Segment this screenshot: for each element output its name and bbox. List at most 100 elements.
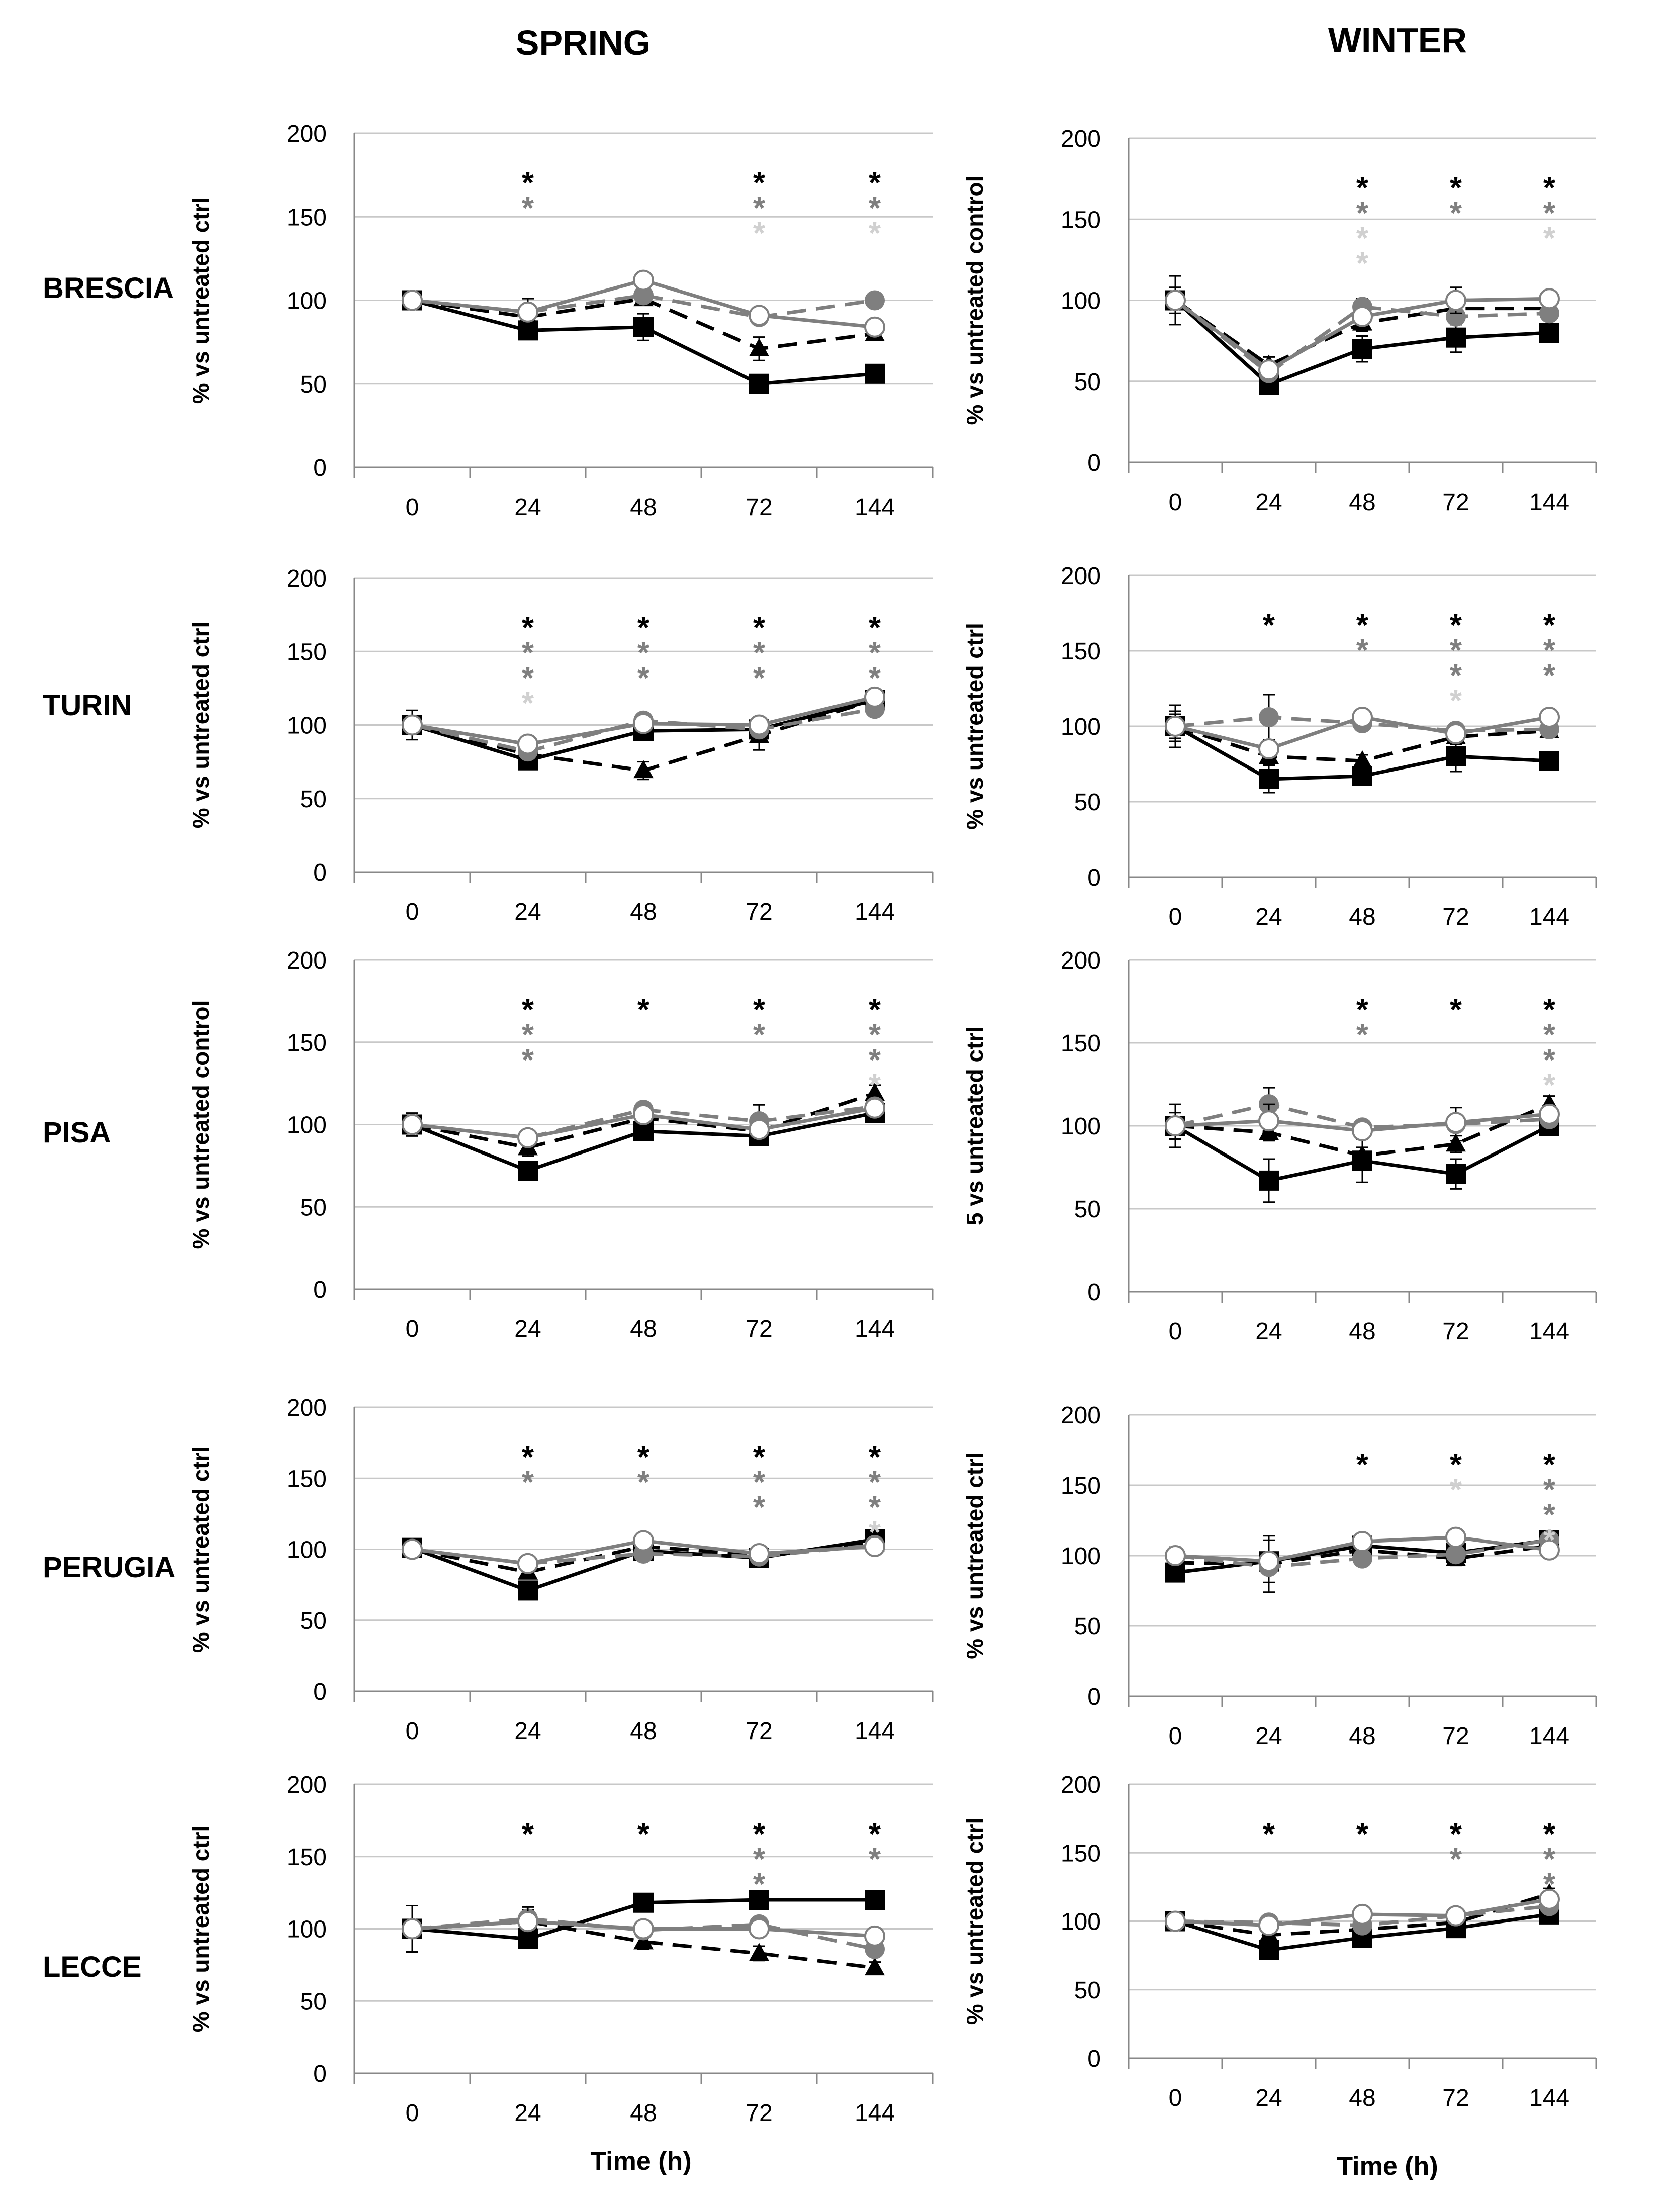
chart-lecce-winter: 0 50 100 150 200 0 24 48 72 144 % vs untreated ctr… (962, 1772, 1597, 2111)
data-point-circle-open (1258, 1914, 1279, 1936)
significance-star: * (522, 191, 534, 226)
y-tick-label: 200 (1061, 563, 1101, 590)
significance-star: * (753, 661, 766, 696)
x-tick-label: 0 (1169, 2085, 1182, 2111)
data-point-circle-open (1539, 1103, 1560, 1125)
significance-star: * (1543, 1842, 1556, 1877)
x-tick-label: 72 (746, 899, 772, 925)
y-tick-label: 0 (313, 859, 327, 886)
significance-star: * (753, 1490, 766, 1525)
y-tick-label: 0 (313, 2061, 327, 2087)
series-line (412, 293, 875, 319)
data-point-circle-open (1445, 1112, 1466, 1133)
data-point-circle-open (633, 1918, 654, 1940)
x-axis-title-spring: Time (h) (590, 2147, 692, 2176)
x-tick-label: 144 (855, 899, 895, 925)
y-tick-label: 0 (313, 1277, 327, 1303)
x-tick-label: 72 (746, 2100, 772, 2127)
significance-star: * (522, 636, 534, 670)
y-tick-label: 100 (287, 1537, 327, 1564)
y-tick-label: 200 (1061, 1402, 1101, 1429)
data-point-circle-open (633, 1104, 654, 1125)
x-tick-label: 24 (1255, 489, 1282, 516)
y-axis-label: % vs untreated ctrl (188, 622, 214, 829)
significance-star: * (1356, 993, 1369, 1027)
x-tick-label: 0 (1169, 904, 1182, 930)
significance-star: * (1356, 1817, 1369, 1852)
significance-star: * (869, 216, 881, 251)
series-circle-open (1165, 286, 1560, 381)
data-point-circle-open (1352, 1531, 1373, 1552)
significance-star: * (522, 1018, 534, 1052)
data-point-circle-filled (1539, 303, 1559, 324)
significance-star: * (753, 1465, 766, 1500)
data-point-circle-open (1165, 716, 1186, 737)
significance-star: * (522, 1043, 534, 1078)
x-tick-label: 144 (1529, 1318, 1569, 1345)
data-point-triangle (633, 760, 654, 779)
x-tick-label: 0 (406, 2100, 419, 2127)
data-point-square (749, 373, 769, 394)
y-tick-label: 150 (287, 639, 327, 665)
significance-star: * (869, 1515, 881, 1550)
significance-star: * (1450, 993, 1462, 1027)
data-point-circle-filled (1352, 1548, 1372, 1569)
data-point-circle-open (1165, 1115, 1186, 1136)
data-point-square (1446, 1164, 1466, 1184)
x-tick-label: 144 (855, 1316, 895, 1342)
y-tick-label: 100 (1061, 714, 1101, 740)
significance-star: * (1450, 658, 1462, 693)
data-point-circle-open (1352, 306, 1373, 327)
x-tick-label: 48 (1349, 489, 1375, 516)
data-point-circle-open (864, 1535, 885, 1557)
y-tick-label: 50 (300, 1988, 327, 2015)
x-tick-label: 72 (1442, 904, 1469, 930)
chart-pisa-spring: 0 50 100 150 200 0 24 48 72 144 % vs untreated con… (188, 947, 934, 1342)
significance-star: * (637, 993, 650, 1027)
y-tick-label: 150 (1061, 1030, 1101, 1057)
y-axis-label: % vs untreated ctrl (188, 197, 214, 404)
significance-star: * (637, 1465, 650, 1500)
significance-star: * (1263, 608, 1275, 643)
significance-star: * (1543, 1498, 1556, 1532)
significance-star: * (869, 636, 881, 670)
significance-star: * (637, 611, 650, 645)
significance-star: * (753, 993, 766, 1027)
x-tick-label: 48 (630, 1718, 657, 1745)
data-point-triangle (1446, 1133, 1466, 1152)
significance-star: * (1450, 1448, 1462, 1482)
series-line (412, 299, 875, 386)
significance-star: * (1356, 196, 1369, 231)
significance-star: * (1356, 1018, 1369, 1052)
x-tick-label: 72 (1442, 489, 1469, 516)
y-tick-label: 150 (287, 1030, 327, 1056)
data-point-square (518, 1161, 538, 1181)
x-tick-label: 0 (406, 494, 419, 521)
significance-star: * (1543, 1523, 1556, 1558)
x-tick-label: 144 (1529, 1723, 1569, 1750)
x-tick-label: 48 (630, 1316, 657, 1342)
data-point-circle-filled (1446, 1544, 1466, 1565)
chart-brescia-winter: 0 50 100 150 200 0 24 48 72 144 % vs untreated con… (962, 126, 1597, 516)
data-point-circle-open (1445, 1905, 1466, 1927)
data-point-circle-open (1445, 723, 1466, 744)
data-point-circle-open (1352, 1120, 1373, 1141)
x-tick-label: 72 (746, 1718, 772, 1745)
city-label-turin: TURIN (43, 689, 132, 722)
x-tick-label: 72 (746, 494, 772, 521)
y-tick-label: 50 (300, 371, 327, 398)
chart-perugia-spring: 0 50 100 150 200 0 24 48 72 144 % vs untreated ctr… (188, 1395, 934, 1745)
y-tick-label: 50 (300, 786, 327, 813)
significance-star: * (753, 216, 766, 251)
x-tick-label: 144 (855, 1718, 895, 1745)
y-tick-label: 200 (1061, 947, 1101, 974)
y-tick-label: 150 (1061, 638, 1101, 665)
x-tick-label: 0 (406, 1718, 419, 1745)
data-point-circle-open (517, 301, 538, 323)
season-title-winter: WINTER (1328, 21, 1467, 60)
city-label-pisa: PISA (43, 1116, 111, 1149)
data-point-circle-open (864, 686, 885, 708)
y-tick-label: 150 (287, 1466, 327, 1492)
significance-star: * (1450, 1473, 1462, 1507)
